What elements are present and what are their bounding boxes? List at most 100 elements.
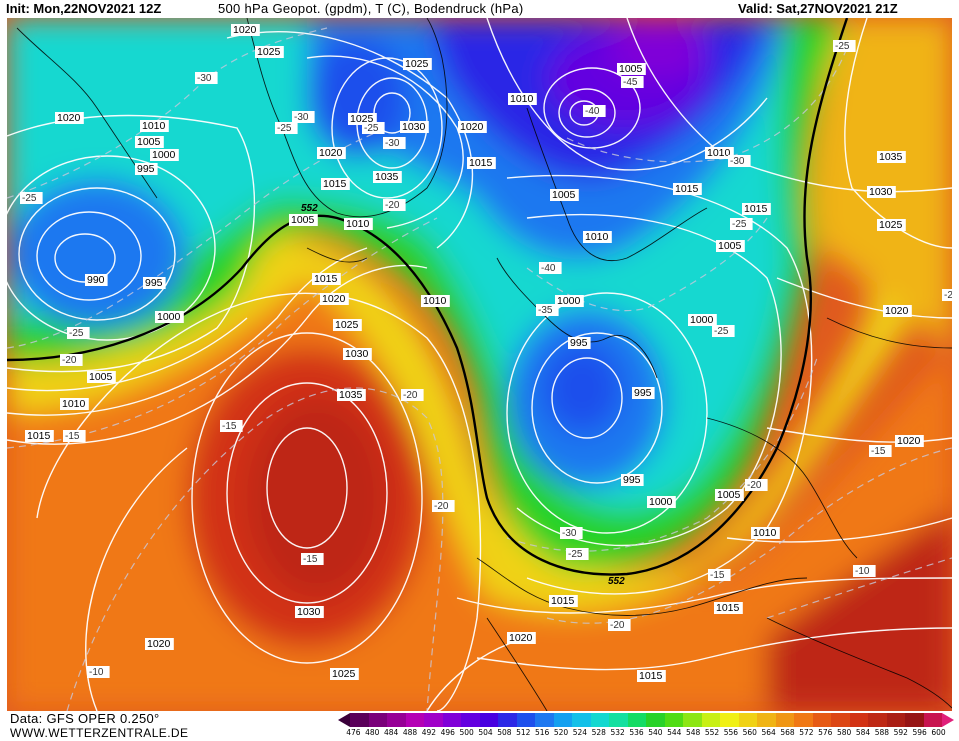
scale-tick-label: 536 xyxy=(629,728,644,737)
pressure-label-text: 1005 xyxy=(89,371,113,383)
scale-bar xyxy=(350,713,942,727)
scale-tick-label: 568 xyxy=(780,728,795,737)
temperature-label-box xyxy=(869,445,892,457)
pressure-label-box xyxy=(742,203,771,215)
pressure-label-text: 1030 xyxy=(402,121,426,133)
temperature-label: -35 xyxy=(536,304,559,316)
temperature-label-text: -15 xyxy=(65,431,80,442)
pressure-label: 1020 xyxy=(145,638,174,650)
temperature-label-text: -35 xyxy=(538,305,553,316)
pressure-label: 1015 xyxy=(742,203,771,215)
temperature-label-box xyxy=(432,500,455,512)
temperature-label: -30 xyxy=(195,72,218,84)
chart-title: 500 hPa Geopot. (gpdm), T (C), Bodendruc… xyxy=(218,1,524,16)
pressure-label-box xyxy=(688,314,717,326)
scale-tick-label: 544 xyxy=(667,728,682,737)
pressure-label-box xyxy=(143,277,166,289)
scale-tick-label: 488 xyxy=(402,728,418,737)
temperature-label-box xyxy=(383,199,406,211)
contour-552-label-north: 552 xyxy=(301,203,318,214)
scale-arrow-left xyxy=(338,713,350,727)
scale-swatch xyxy=(498,713,517,727)
scale-tick-label: 496 xyxy=(440,728,455,737)
pressure-label: 1015 xyxy=(321,178,350,190)
temperature-label-text: -30 xyxy=(294,112,309,123)
pressure-label-box xyxy=(145,638,174,650)
init-time: Init: Mon,22NOV2021 12Z xyxy=(6,1,162,16)
pressure-label-box xyxy=(55,112,84,124)
pressure-label-box xyxy=(60,398,89,410)
pressure-label: 1010 xyxy=(344,218,373,230)
temperature-label: -25 xyxy=(712,325,735,337)
temperature-label-box xyxy=(220,420,243,432)
temperature-label: -15 xyxy=(708,569,731,581)
pressure-label: 1010 xyxy=(751,527,780,539)
pressure-label-text: 1020 xyxy=(319,147,343,159)
pressure-label: 995 xyxy=(568,337,591,349)
temperature-label-box xyxy=(362,122,385,134)
temperature-label-box xyxy=(566,548,589,560)
pressure-label-box xyxy=(135,163,158,175)
temperature-label-text: -40 xyxy=(541,263,556,274)
geopotential-shading xyxy=(7,18,952,711)
scale-swatch xyxy=(572,713,591,727)
temperature-label-box xyxy=(87,666,110,678)
temperature-label-text: -20 xyxy=(434,501,449,512)
scale-tick-label: 576 xyxy=(818,728,833,737)
pressure-label-text: 1025 xyxy=(332,668,356,680)
pressure-label: 1005 xyxy=(716,240,745,252)
pressure-label: 1020 xyxy=(883,305,912,317)
pressure-label-box xyxy=(344,218,373,230)
pressure-label-box xyxy=(458,121,487,133)
temperature-label-text: -25 xyxy=(22,193,37,204)
scale-swatch xyxy=(738,713,757,727)
temperature-label-text: -20 xyxy=(62,355,77,366)
pressure-label-box xyxy=(867,186,896,198)
scale-tick-label: 572 xyxy=(799,728,814,737)
scale-swatch xyxy=(442,713,461,727)
pressure-label-text: 1025 xyxy=(257,46,281,58)
temperature-label-text: -45 xyxy=(623,77,638,88)
scale-tick-label: 504 xyxy=(478,728,493,737)
pressure-label-text: 1020 xyxy=(57,112,81,124)
pressure-label-text: 1015 xyxy=(314,273,338,285)
pressure-label-box xyxy=(330,668,359,680)
pressure-label-box xyxy=(403,58,432,70)
pressure-label-text: 1030 xyxy=(297,606,321,618)
pressure-label-box xyxy=(231,24,260,36)
pressure-label-text: 1030 xyxy=(869,186,893,198)
pressure-label: 1000 xyxy=(688,314,717,326)
pressure-label-box xyxy=(317,147,346,159)
pressure-label-text: 1020 xyxy=(509,632,533,644)
temperature-label: -30 xyxy=(292,111,315,123)
temperature-label: -20 xyxy=(745,479,768,491)
scale-tick-label: 540 xyxy=(648,728,663,737)
pressure-label: 1000 xyxy=(155,311,184,323)
temperature-label-text: -15 xyxy=(303,554,318,565)
pressure-label-text: 1005 xyxy=(717,489,741,501)
temperature-label: -45 xyxy=(621,76,644,88)
scale-swatch xyxy=(775,713,794,727)
pressure-label: 1010 xyxy=(583,231,612,243)
temperature-label-text: -25 xyxy=(944,290,952,301)
pressure-label: 1015 xyxy=(714,602,743,614)
scale-swatch xyxy=(849,713,868,727)
pressure-label-box xyxy=(508,93,537,105)
pressure-label-box xyxy=(705,147,734,159)
pressure-label-text: 1005 xyxy=(291,214,315,226)
pressure-label: 1005 xyxy=(550,189,579,201)
temperature-label: -15 xyxy=(301,553,324,565)
pressure-label-text: 1025 xyxy=(879,219,903,231)
scale-tick-label: 600 xyxy=(931,728,946,737)
pressure-label-text: 1005 xyxy=(552,189,576,201)
scale-tick-label: 564 xyxy=(761,728,776,737)
pressure-label-text: 1035 xyxy=(339,389,363,401)
scale-swatch xyxy=(868,713,887,727)
temperature-label: -25 xyxy=(67,327,90,339)
pressure-label: 1025 xyxy=(333,319,362,331)
pressure-label-text: 1000 xyxy=(152,149,176,161)
pressure-label: 1010 xyxy=(140,120,169,132)
temperature-label-box xyxy=(560,527,583,539)
pressure-label-text: 1005 xyxy=(137,136,161,148)
pressure-label: 1020 xyxy=(458,121,487,133)
